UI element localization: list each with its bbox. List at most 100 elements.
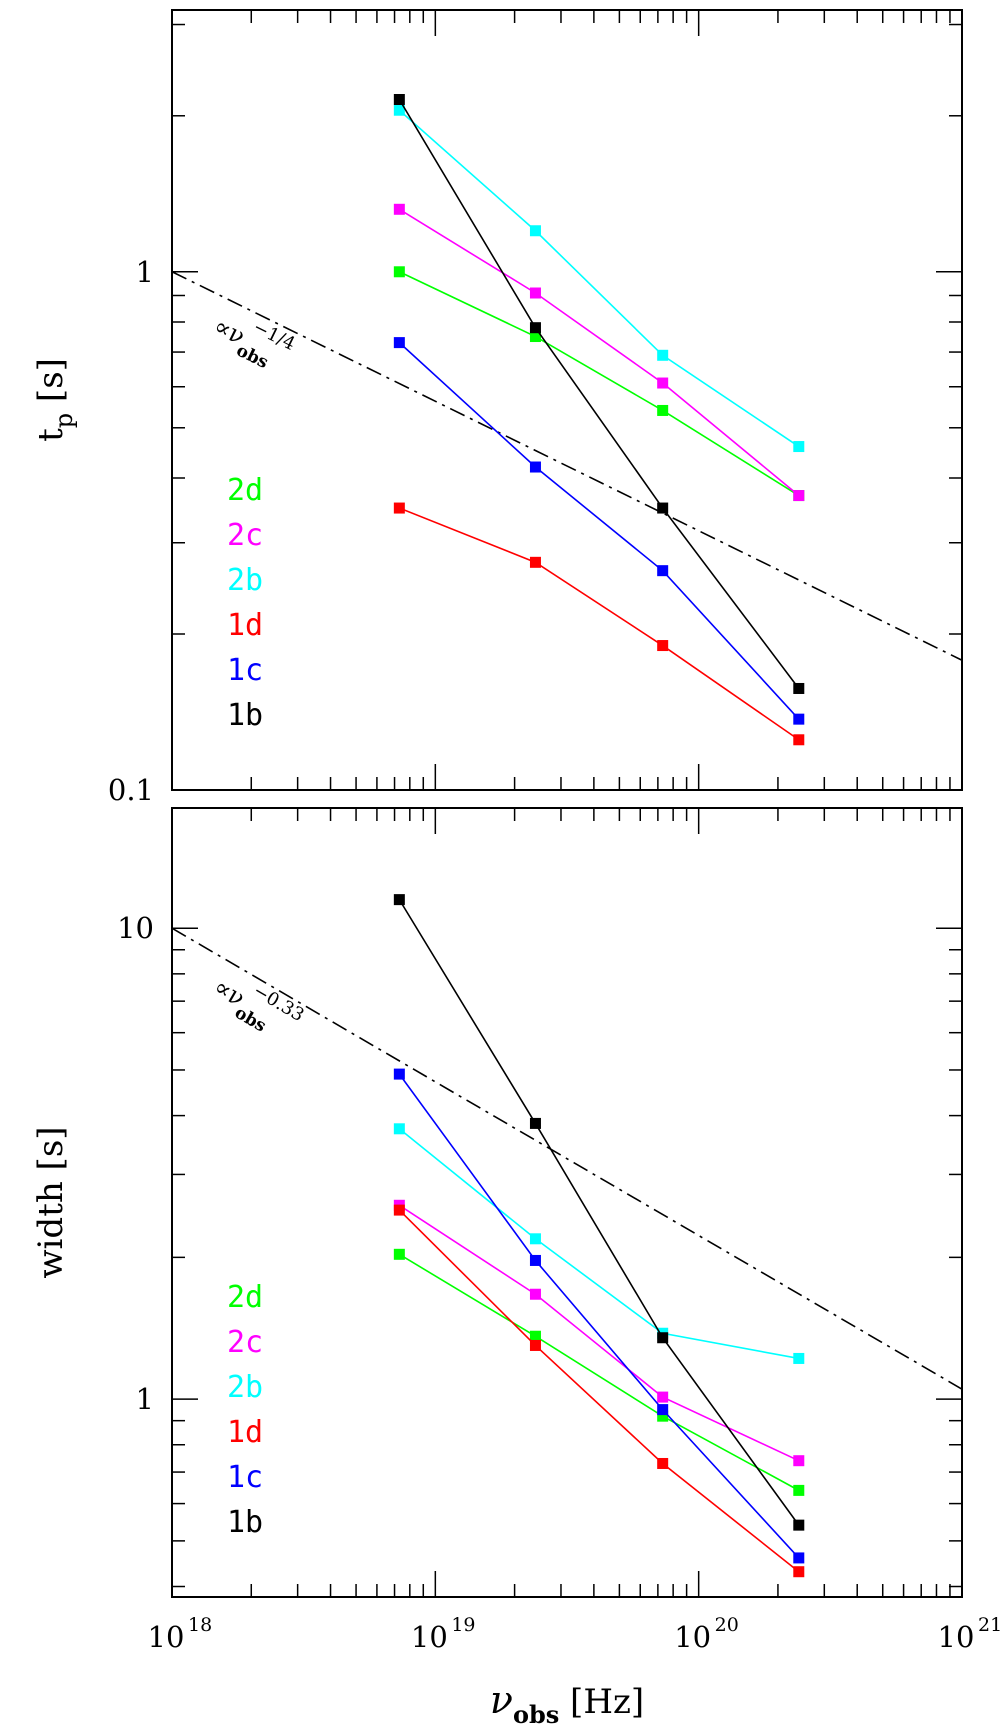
data-point [529, 225, 541, 237]
y-axis-label: tp [s] [31, 358, 78, 442]
data-point [393, 337, 405, 349]
power-law-annotation: ∝νobs−1/4 [205, 301, 298, 380]
data-point [393, 1204, 405, 1216]
x-tick-label-exponent: 19 [451, 1614, 475, 1636]
data-point [657, 1404, 669, 1416]
plot-frame [171, 807, 963, 1598]
series-line [398, 899, 800, 1526]
series-2c [393, 1199, 805, 1467]
data-point [793, 1352, 805, 1364]
y-ticks [172, 927, 962, 1588]
series-2b [393, 104, 805, 453]
x-tick-label-base: 10 [938, 1620, 975, 1654]
data-point [529, 1254, 541, 1266]
x-tick-label-exponent: 20 [715, 1614, 739, 1636]
series-line [398, 99, 800, 689]
legend-item-1b: 1b [227, 1505, 263, 1540]
series-1c [393, 1068, 805, 1564]
data-point [529, 1339, 541, 1351]
y-tick-label: 1 [136, 255, 154, 289]
data-point [793, 1484, 805, 1496]
series-line [398, 1128, 799, 1360]
x-tick-label: 10 19 [411, 1614, 476, 1654]
series-line [398, 1253, 800, 1492]
legend-item-2b: 2b [227, 563, 263, 598]
data-point [529, 556, 541, 568]
annotation-subscript: obs [233, 341, 271, 373]
data-point [529, 322, 541, 334]
data-point [393, 266, 405, 278]
x-tick-label-exponent: 21 [978, 1614, 1001, 1636]
legend: 2d 2c 2b 1d 1c 1b [227, 1280, 263, 1540]
data-point [393, 1068, 405, 1080]
series-2d [393, 266, 805, 502]
legend-item-2d: 2d [227, 473, 263, 508]
legend-item-2d: 2d [227, 1280, 263, 1315]
legend-item-1d: 1d [227, 608, 263, 643]
y-axis-label-main: width [31, 1181, 71, 1278]
x-tick-label: 10 18 [148, 1614, 213, 1654]
top-panel: 1 0.1 ∝νobs−1/4 2d 2c 2b 1d 1c 1b tp [s] [31, 9, 963, 807]
series-2d [393, 1248, 805, 1496]
series-1d [393, 1204, 805, 1578]
data-point [793, 1519, 805, 1531]
y-ticks [172, 23, 962, 791]
data-point [793, 490, 805, 502]
data-point [529, 1117, 541, 1129]
data-point [393, 203, 405, 215]
data-point [793, 713, 805, 725]
data-point [529, 1233, 541, 1245]
x-ticks [171, 808, 963, 1597]
legend-item-2c: 2c [227, 518, 263, 553]
reference-power-law-line [171, 927, 963, 1390]
power-law-annotation: ∝νobs−0.33 [204, 962, 307, 1050]
x-tick-label: 10 21 [938, 1614, 1001, 1654]
data-point [657, 1410, 669, 1422]
data-point [657, 377, 669, 389]
series-line [398, 271, 800, 497]
x-tick-label-exponent: 18 [188, 1614, 212, 1636]
legend-item-2b: 2b [227, 1370, 263, 1405]
reference-power-law-line [171, 271, 963, 661]
y-axis-label-unit: [s] [31, 1126, 71, 1181]
y-tick-label: 10 [117, 911, 154, 945]
data-point [393, 894, 405, 906]
data-point [657, 1332, 669, 1344]
x-tick-label: 10 20 [674, 1614, 739, 1654]
y-axis-label: width [s] [31, 1126, 71, 1278]
data-point [529, 287, 541, 299]
legend-item-1d: 1d [227, 1415, 263, 1450]
legend-item-2c: 2c [227, 1325, 263, 1360]
data-point [793, 682, 805, 694]
data-point [393, 94, 405, 106]
series-1b [393, 894, 805, 1531]
y-tick-label: 1 [136, 1382, 154, 1416]
series-line [399, 507, 800, 741]
y-axis-label-subscript: p [50, 413, 78, 428]
data-point [657, 640, 669, 652]
data-point [657, 1391, 669, 1403]
data-point [393, 104, 405, 116]
x-tick-label-base: 10 [411, 1620, 448, 1654]
x-axis-label-unit: [Hz] [559, 1682, 644, 1722]
data-point [793, 441, 805, 453]
data-point [529, 1330, 541, 1342]
series-1d [393, 502, 805, 746]
series-2c [393, 203, 805, 502]
series-line [398, 1209, 800, 1573]
data-point [657, 1457, 669, 1469]
y-tick-label: 0.1 [108, 773, 154, 807]
series-line [398, 342, 800, 720]
y-axis-label-main: t [31, 428, 71, 442]
series-line [398, 208, 800, 497]
x-axis-label-subscript: obs [513, 1700, 559, 1729]
series-2b [393, 1123, 805, 1364]
series-line [398, 1073, 800, 1559]
data-point [393, 1248, 405, 1260]
series-line [398, 1204, 800, 1462]
data-point [793, 1566, 805, 1578]
series-1b [393, 94, 805, 694]
data-point [793, 1455, 805, 1467]
